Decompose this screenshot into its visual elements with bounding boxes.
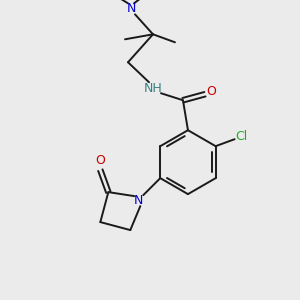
Text: O: O	[95, 154, 105, 167]
Text: NH: NH	[144, 82, 162, 95]
Text: N: N	[126, 2, 136, 15]
Text: O: O	[206, 85, 216, 98]
Text: N: N	[134, 194, 143, 207]
Text: Cl: Cl	[236, 130, 248, 143]
